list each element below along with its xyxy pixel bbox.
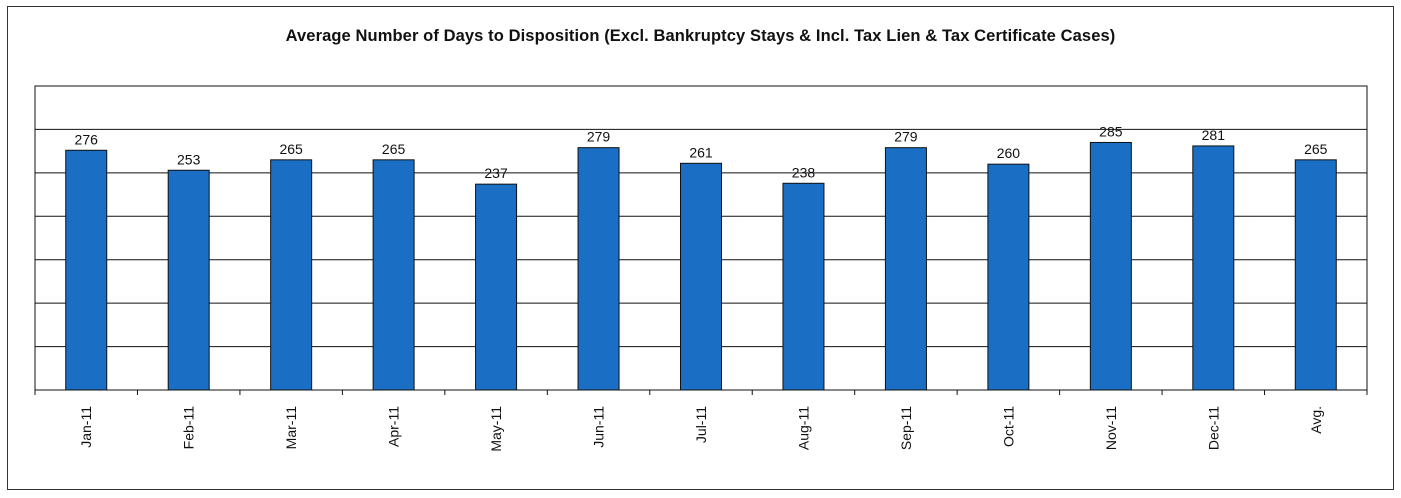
data-label: 265 (1304, 141, 1328, 157)
x-tick-label: Jun-11 (591, 406, 607, 448)
bar (884, 147, 927, 391)
x-tick-label: Feb-11 (181, 406, 197, 450)
bar (782, 182, 825, 391)
bar (1089, 141, 1132, 391)
data-label: 238 (792, 164, 816, 180)
x-tick-label: Oct-11 (1000, 406, 1016, 447)
bar (270, 159, 313, 391)
data-label: 265 (279, 141, 303, 157)
data-label: 253 (177, 151, 201, 167)
bar (65, 149, 108, 391)
bar (680, 162, 722, 391)
x-tick-label: Jul-11 (693, 406, 709, 443)
bar (475, 183, 518, 391)
data-label: 276 (75, 131, 99, 147)
bar (1294, 159, 1337, 391)
data-label: 265 (382, 141, 406, 157)
bar (167, 169, 210, 391)
data-label: 285 (1099, 123, 1123, 139)
x-tick-label: Avg. (1308, 406, 1324, 434)
data-label: 237 (484, 165, 508, 181)
x-tick-label: May-11 (488, 406, 504, 452)
data-label: 281 (1202, 127, 1226, 143)
bar (577, 147, 620, 391)
bar (372, 159, 415, 391)
data-label: 279 (894, 129, 918, 145)
chart-title: Average Number of Days to Disposition (E… (285, 27, 1116, 45)
x-tick-label: Jan-11 (78, 406, 94, 448)
bar (1192, 145, 1235, 391)
x-tick-label: Dec-11 (1205, 406, 1221, 450)
data-label: 261 (689, 144, 713, 160)
x-tick-label: Nov-11 (1103, 406, 1119, 450)
bar (987, 163, 1030, 391)
data-label: 279 (587, 129, 611, 145)
x-tick-label: Mar-11 (283, 406, 299, 450)
x-tick-label: Apr-11 (386, 406, 402, 447)
x-tick-label: Sep-11 (898, 406, 914, 450)
x-tick-label: Aug-11 (795, 406, 811, 450)
data-label: 260 (997, 145, 1021, 161)
